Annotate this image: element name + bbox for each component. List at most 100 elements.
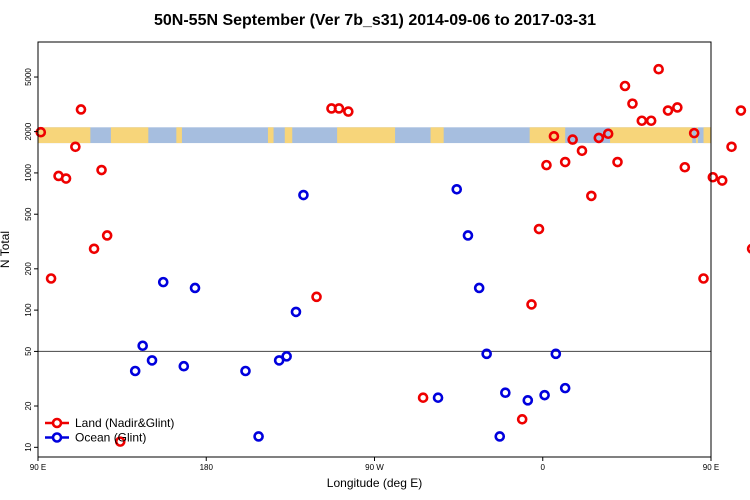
land-band-segment	[284, 127, 293, 144]
x-tick-label: 90 W	[365, 463, 384, 472]
land-band-segment	[337, 127, 396, 144]
land-point	[645, 115, 657, 127]
ocean-point	[451, 183, 463, 195]
ocean-point	[432, 392, 444, 403]
land-point	[533, 223, 545, 235]
y-tick-label: 1000	[24, 163, 33, 181]
ocean-point	[539, 389, 550, 401]
land-point	[576, 145, 588, 157]
y-tick-label: 500	[24, 207, 33, 221]
land-point	[333, 103, 345, 114]
land-point	[612, 156, 623, 168]
ocean-point	[157, 276, 169, 288]
land-point	[417, 392, 429, 403]
ocean-point	[273, 355, 285, 366]
land-band-segment	[110, 127, 149, 144]
y-tick-label: 100	[24, 303, 33, 317]
x-axis: 90 E 180 90 W 0 90 E	[30, 457, 719, 472]
land-point	[559, 156, 571, 168]
land-point	[653, 63, 664, 75]
land-point	[688, 127, 700, 139]
land-point	[88, 243, 100, 255]
legend-label-land: Land (Nadir&Glint)	[75, 416, 174, 430]
ocean-point	[559, 382, 571, 394]
y-tick-label: 200	[24, 262, 33, 276]
y-tick-label: 2000	[24, 122, 33, 140]
land-band-segment	[610, 127, 693, 144]
land-point	[526, 299, 537, 310]
land-point	[75, 104, 87, 115]
land-point	[707, 171, 719, 183]
y-tick-label: 20	[24, 401, 33, 410]
ocean-point	[500, 387, 511, 399]
ocean-point	[281, 351, 292, 362]
ocean-point	[178, 360, 190, 372]
land-point	[746, 243, 750, 254]
y-axis-label: N Total	[0, 231, 12, 268]
land-band-segment	[267, 127, 274, 144]
ocean-point	[481, 348, 492, 360]
land-point	[567, 134, 578, 145]
legend-marker-land	[51, 417, 63, 429]
land-point	[96, 164, 107, 176]
land-point	[114, 436, 126, 447]
legend-marker-ocean	[51, 432, 63, 443]
land-point	[679, 161, 691, 173]
ocean-point	[462, 230, 474, 241]
land-point	[602, 128, 614, 140]
land-point	[548, 130, 560, 142]
ocean-point	[473, 282, 485, 294]
ocean-point	[129, 365, 141, 377]
y-axis: 10 20 50 100 200 500 1000 2000 5000	[24, 68, 38, 452]
ocean-point	[189, 282, 201, 294]
y-tick-label: 5000	[24, 68, 33, 86]
ocean-point	[298, 189, 309, 201]
chart-title: 50N-55N September (Ver 7b_s31) 2014-09-0…	[154, 12, 596, 29]
legend: Land (Nadir&Glint)Ocean (Glint)	[45, 416, 174, 445]
land-point	[726, 141, 737, 153]
land-point	[101, 230, 113, 241]
y-tick-label: 10	[24, 442, 33, 451]
land-point	[627, 98, 638, 109]
land-point	[541, 159, 552, 171]
land-band-segment	[38, 127, 91, 144]
land-point	[716, 175, 728, 186]
land-point	[698, 273, 709, 284]
ocean-point	[146, 355, 158, 366]
land-point	[593, 132, 605, 144]
land-point	[45, 273, 57, 284]
land-point	[516, 414, 528, 425]
land-point	[619, 80, 631, 92]
x-tick-label: 180	[200, 463, 214, 472]
ocean-point	[240, 365, 251, 377]
x-tick-label: 0	[541, 463, 546, 472]
land-band-segment	[529, 127, 566, 144]
land-point	[311, 291, 322, 303]
land-band-segment	[430, 127, 444, 144]
ocean-point	[494, 431, 506, 442]
x-tick-label: 90 E	[30, 463, 46, 472]
land-point	[586, 190, 597, 202]
ocean-point	[253, 431, 264, 442]
land-point	[70, 141, 81, 153]
land-band-segment	[703, 127, 711, 144]
land-point	[662, 105, 674, 116]
land-point	[672, 102, 683, 113]
land-band-segment	[176, 127, 182, 144]
land-point	[735, 105, 747, 116]
x-axis-label: Longitude (deg E)	[327, 476, 422, 490]
x-tick-label: 90 E	[703, 463, 719, 472]
ocean-point	[522, 395, 534, 406]
legend-label-ocean: Ocean (Glint)	[75, 431, 146, 445]
land-point	[343, 106, 354, 117]
ocean-point	[137, 340, 148, 352]
land-point	[35, 126, 47, 138]
y-tick-label: 50	[24, 346, 33, 355]
ocean-point	[550, 348, 562, 360]
ocean-point	[290, 306, 302, 318]
data-points	[35, 63, 750, 447]
land-point	[636, 115, 648, 127]
land-point	[60, 173, 72, 184]
